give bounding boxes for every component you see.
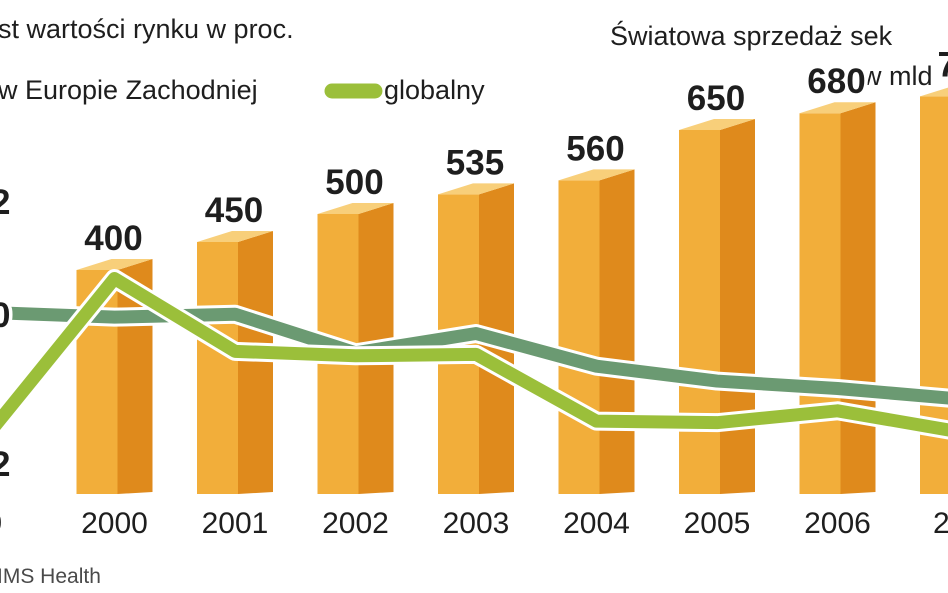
bar-top — [76, 259, 153, 270]
chart-title-right-line1: Światowa sprzedaż sek — [610, 19, 893, 51]
lines-layer — [0, 269, 948, 440]
legend-label-europe: w Europie Zachodniej — [0, 75, 258, 105]
edge-labels-layer: 2 0 2 — [0, 180, 14, 488]
series-line-global — [0, 272, 948, 437]
left-edge-label: 2 — [0, 445, 10, 484]
x-tick-label: 2005 — [684, 507, 751, 540]
year-labels-layer: 9 2000 2001 2002 2003 2004 2005 2006 200 — [0, 507, 948, 540]
bar-side — [720, 119, 755, 494]
chart-title-right-line2: w mld — [861, 61, 933, 91]
bar-value-label: 71 — [938, 45, 948, 84]
bar-top — [197, 231, 273, 242]
bar-side — [840, 102, 876, 494]
x-tick-label: 9 — [0, 507, 2, 540]
x-tick-label: 2000 — [81, 507, 148, 540]
x-tick-label: 2004 — [563, 507, 630, 540]
bar-top — [679, 119, 755, 130]
bar-top — [317, 203, 394, 214]
bar-side — [238, 231, 273, 494]
bar-value-label: 500 — [325, 163, 383, 202]
bars-layer — [76, 87, 948, 494]
bar-front — [799, 113, 841, 494]
bar-value-label: 450 — [205, 191, 263, 230]
bar-top — [920, 87, 948, 97]
bar-value-label: 560 — [566, 129, 624, 168]
chart-title-left: st wartości rynku w proc. — [0, 14, 294, 44]
x-tick-label: 2003 — [443, 507, 510, 540]
bar-side — [599, 169, 635, 494]
bar-front — [679, 130, 720, 494]
bar-front — [558, 180, 600, 494]
x-tick-label: 200 — [933, 507, 948, 540]
bar-value-label: 400 — [84, 219, 142, 258]
bar-top — [799, 102, 876, 114]
series-line-europe — [0, 306, 948, 405]
x-tick-label: 2002 — [322, 507, 389, 540]
value-labels-layer: 400 450 500 535 560 650 680 71 — [81, 42, 948, 262]
left-edge-label: 0 — [0, 296, 10, 335]
x-tick-label: 2006 — [804, 507, 871, 540]
bar-value-label: 650 — [687, 79, 745, 118]
bar-top — [438, 183, 514, 195]
source-label: IMS Health — [0, 565, 101, 588]
left-edge-label: 2 — [0, 183, 10, 222]
bar-front — [197, 242, 238, 494]
legend-label-global: globalny — [384, 75, 485, 105]
bar-value-label: 680 — [807, 62, 865, 101]
bar-value-label: 535 — [446, 143, 504, 182]
bar-top — [558, 169, 635, 181]
x-tick-label: 2001 — [202, 507, 269, 540]
